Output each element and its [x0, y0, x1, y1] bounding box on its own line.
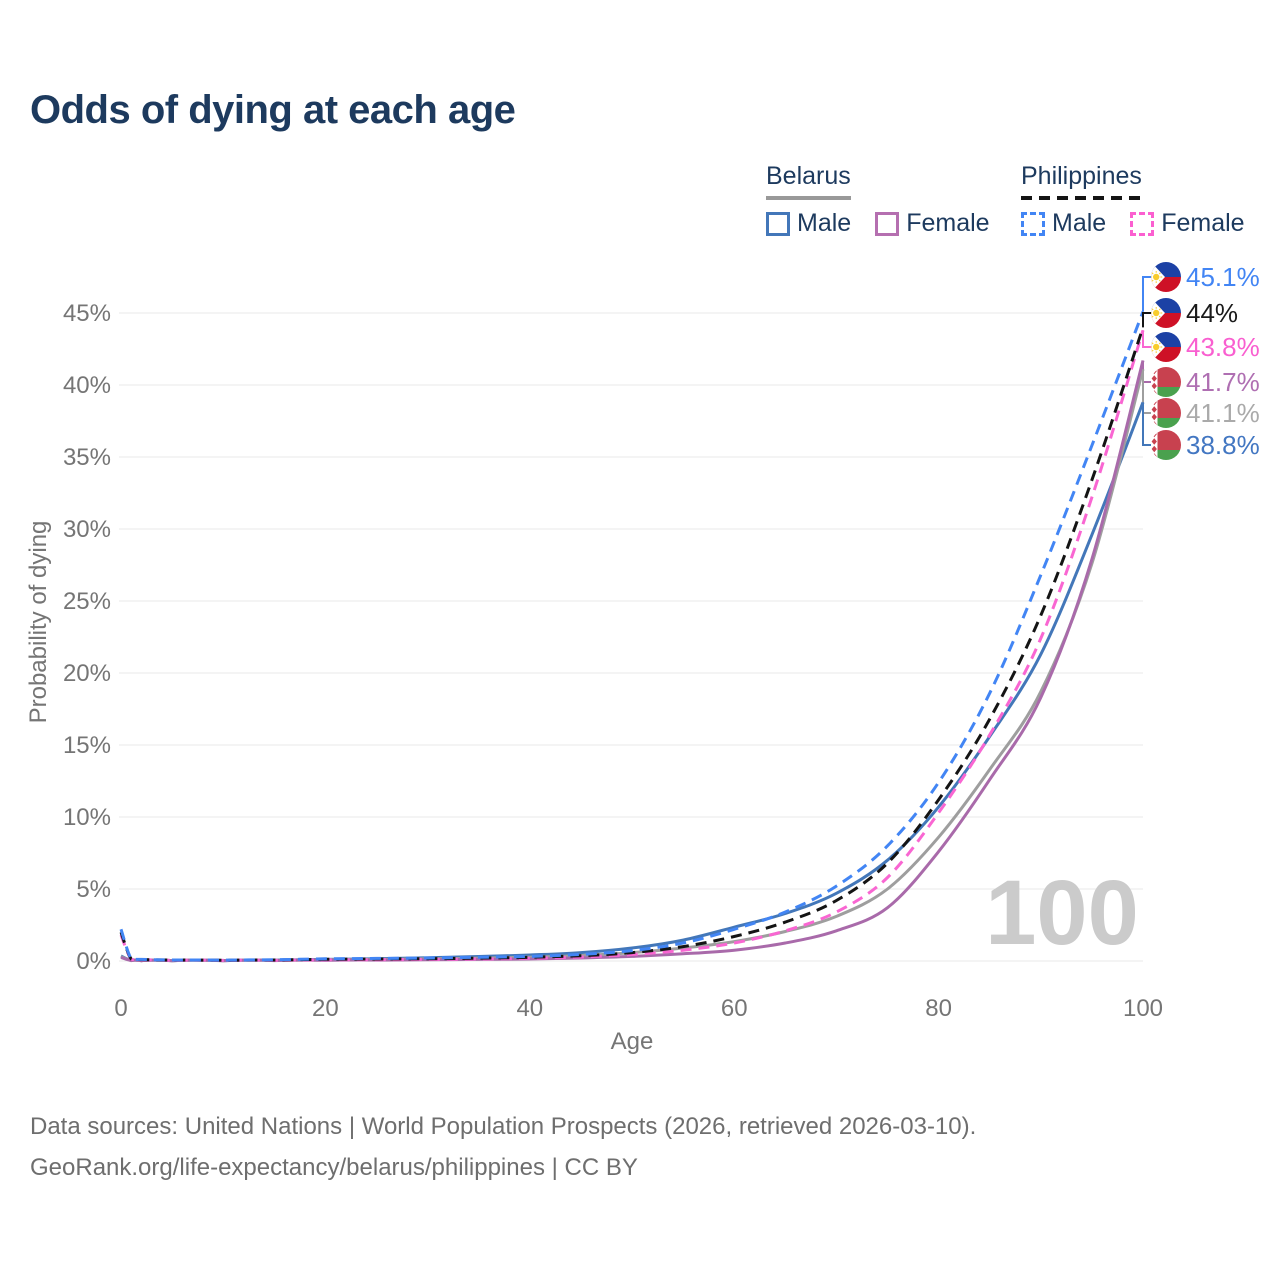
data-sources-text: Data sources: United Nations | World Pop…: [30, 1113, 977, 1140]
legend-label-belarus-male: Male: [797, 209, 852, 237]
y-tick-label: 15%: [63, 732, 111, 759]
y-tick-label: 5%: [76, 876, 111, 903]
attribution-text: GeoRank.org/life-expectancy/belarus/phil…: [30, 1154, 638, 1181]
legend-item-philippines-female[interactable]: Female: [1130, 209, 1245, 238]
x-tick-label: 40: [516, 995, 543, 1022]
philippines-male-swatch-icon: [1021, 211, 1045, 236]
belarus-flag-icon: [1151, 367, 1181, 397]
end-label-belarus: 41.1%: [1186, 398, 1260, 428]
age-indicator-watermark: 100: [985, 862, 1139, 964]
philippines-flag-icon: [1151, 332, 1181, 362]
legend-label-philippines-female: Female: [1161, 209, 1245, 237]
legend-group-belarus: Belarus Male Female: [766, 162, 990, 238]
legend-items-belarus: Male Female: [766, 209, 990, 238]
end-label-philippines-male: 45.1%: [1186, 262, 1260, 292]
legend-item-belarus-female[interactable]: Female: [875, 209, 990, 238]
belarus-line-style-swatch: [766, 196, 851, 200]
leader-line-philippines-male: [1142, 276, 1151, 312]
footer: Data sources: United Nations | World Pop…: [30, 1106, 976, 1188]
legend-label-belarus-female: Female: [906, 209, 990, 237]
x-tick-label: 60: [721, 995, 748, 1022]
legend-country-belarus-label: Belarus: [766, 162, 851, 190]
x-tick-label: 20: [312, 995, 339, 1022]
y-tick-label: 40%: [63, 372, 111, 399]
y-tick-label: 20%: [63, 660, 111, 687]
page-title: Odds of dying at each age: [30, 88, 516, 132]
legend-group-philippines: Philippines Male Female: [1021, 162, 1245, 238]
y-tick-label: 25%: [63, 588, 111, 615]
series-line-philippines[interactable]: [119, 326, 1145, 962]
x-tick-label: 80: [925, 995, 952, 1022]
series-line-philippines-female[interactable]: [119, 329, 1145, 962]
x-axis-title: Age: [611, 1028, 654, 1055]
x-tick-label: 100: [1123, 995, 1163, 1022]
legend-items-philippines: Male Female: [1021, 209, 1245, 238]
y-tick-label: 35%: [63, 444, 111, 471]
leader-line-belarus: [1142, 369, 1151, 414]
y-tick-label: 10%: [63, 804, 111, 831]
belarus-female-swatch-icon: [875, 211, 900, 236]
belarus-flag-icon: [1151, 398, 1181, 428]
end-label-belarus-female: 41.7%: [1186, 367, 1260, 397]
y-tick-label: 0%: [76, 948, 111, 975]
series-line-philippines-male[interactable]: [119, 311, 1145, 962]
leader-line-belarus-male: [1142, 402, 1151, 446]
leader-line-belarus-female: [1142, 360, 1151, 383]
philippines-flag-icon: [1151, 298, 1181, 328]
legend-label-philippines-male: Male: [1052, 209, 1107, 237]
end-label-philippines-female: 43.8%: [1186, 332, 1260, 362]
y-tick-label: 45%: [63, 300, 111, 327]
legend: Belarus Male Female Philippines: [0, 162, 1280, 242]
leader-line-philippines-female: [1142, 330, 1151, 348]
belarus-flag-icon: [1151, 430, 1181, 460]
philippines-line-style-swatch: [1021, 196, 1142, 200]
legend-country-philippines-label: Philippines: [1021, 162, 1142, 190]
belarus-male-swatch-icon: [766, 211, 790, 236]
legend-country-belarus[interactable]: Belarus: [766, 162, 851, 200]
legend-item-philippines-male[interactable]: Male: [1021, 209, 1106, 238]
end-label-belarus-male: 38.8%: [1186, 430, 1260, 460]
y-axis-title: Probability of dying: [25, 521, 52, 724]
y-tick-label: 30%: [63, 516, 111, 543]
legend-country-philippines[interactable]: Philippines: [1021, 162, 1142, 200]
philippines-female-swatch-icon: [1130, 211, 1155, 236]
legend-item-belarus-male[interactable]: Male: [766, 209, 851, 238]
leader-line-philippines: [1142, 312, 1151, 328]
philippines-flag-icon: [1151, 262, 1181, 292]
x-tick-label: 0: [114, 995, 127, 1022]
end-label-philippines: 44%: [1186, 298, 1238, 328]
